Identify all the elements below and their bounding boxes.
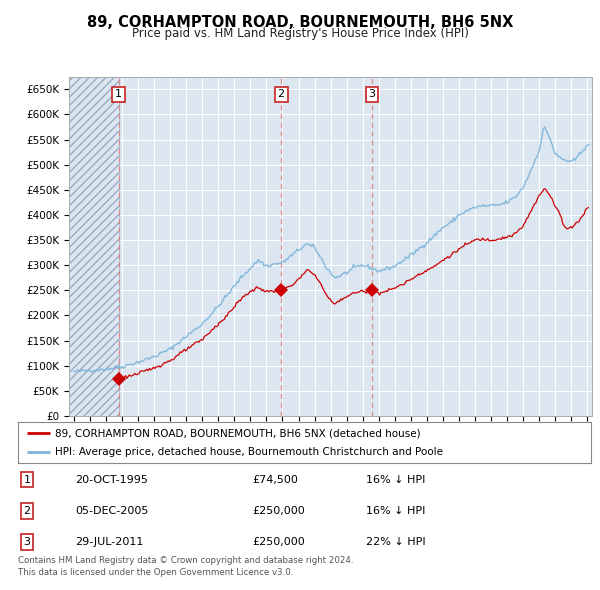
Text: 89, CORHAMPTON ROAD, BOURNEMOUTH, BH6 5NX (detached house): 89, CORHAMPTON ROAD, BOURNEMOUTH, BH6 5N… <box>55 428 421 438</box>
Text: 3: 3 <box>23 537 31 547</box>
Text: 16% ↓ HPI: 16% ↓ HPI <box>366 475 425 484</box>
Text: Contains HM Land Registry data © Crown copyright and database right 2024.
This d: Contains HM Land Registry data © Crown c… <box>18 556 353 577</box>
Text: Price paid vs. HM Land Registry's House Price Index (HPI): Price paid vs. HM Land Registry's House … <box>131 27 469 40</box>
Text: 29-JUL-2011: 29-JUL-2011 <box>75 537 143 547</box>
Text: £250,000: £250,000 <box>252 537 305 547</box>
Text: HPI: Average price, detached house, Bournemouth Christchurch and Poole: HPI: Average price, detached house, Bour… <box>55 447 443 457</box>
Text: 20-OCT-1995: 20-OCT-1995 <box>75 475 148 484</box>
Polygon shape <box>69 77 119 416</box>
Text: 1: 1 <box>115 89 122 99</box>
Text: 2: 2 <box>23 506 31 516</box>
Text: £250,000: £250,000 <box>252 506 305 516</box>
Text: 05-DEC-2005: 05-DEC-2005 <box>75 506 148 516</box>
Text: 89, CORHAMPTON ROAD, BOURNEMOUTH, BH6 5NX: 89, CORHAMPTON ROAD, BOURNEMOUTH, BH6 5N… <box>87 15 513 30</box>
Text: £74,500: £74,500 <box>252 475 298 484</box>
Text: 1: 1 <box>23 475 31 484</box>
Text: 22% ↓ HPI: 22% ↓ HPI <box>366 537 425 547</box>
Text: 2: 2 <box>278 89 285 99</box>
Text: 16% ↓ HPI: 16% ↓ HPI <box>366 506 425 516</box>
Text: 3: 3 <box>368 89 376 99</box>
